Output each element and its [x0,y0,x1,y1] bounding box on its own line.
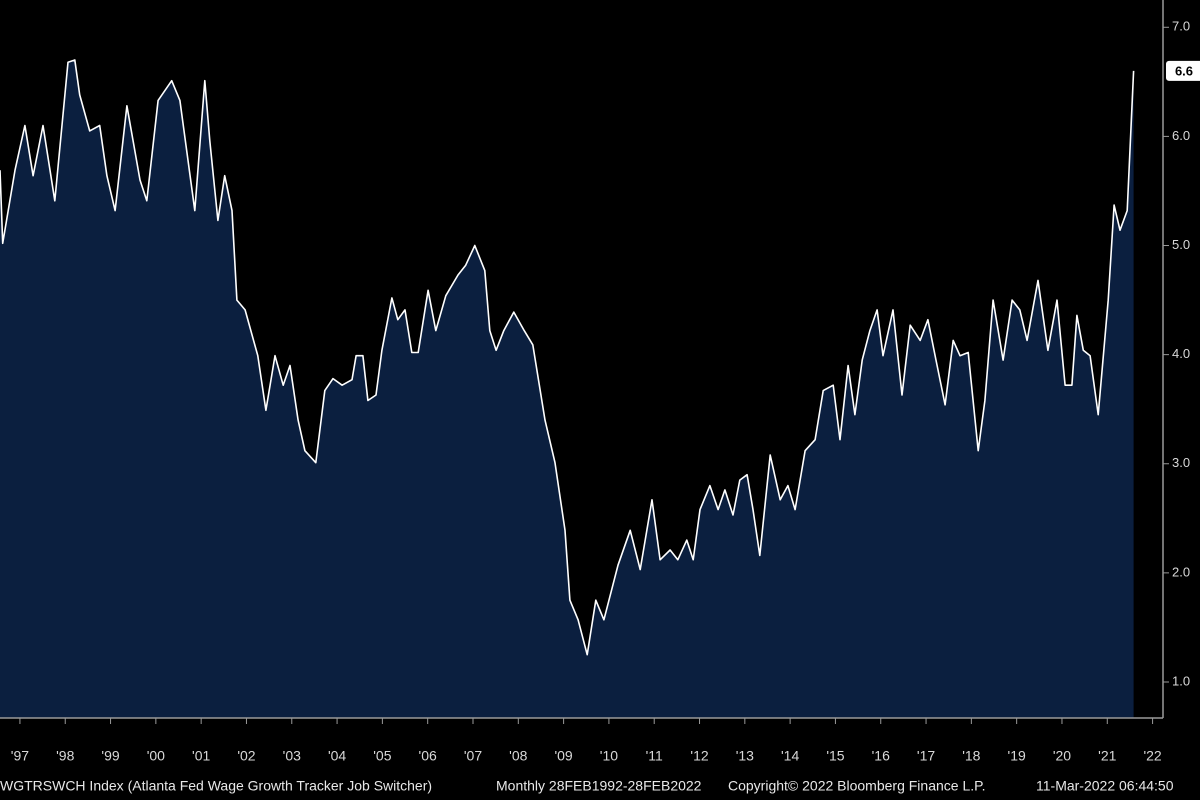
x-tick-label: '01 [192,748,210,764]
x-tick-label: '11 [646,748,663,764]
y-tick-label: 5.0 [1172,237,1190,252]
x-tick-label: '98 [56,748,74,764]
x-tick-label: '12 [690,748,708,764]
x-tick-label: '08 [509,748,527,764]
y-tick-label: 3.0 [1172,455,1190,470]
footnote: Copyright© 2022 Bloomberg Finance L.P. [728,778,986,794]
x-tick-label: '17 [917,748,935,764]
line [0,59,1135,656]
last-value-badge [1166,60,1200,81]
x-tick-label: '15 [826,748,844,764]
last-value-label: 6.6 [1175,63,1193,78]
footnote: 11-Mar-2022 06:44:50 [1036,778,1174,794]
footnote: WGTRSWCH Index (Atlanta Fed Wage Growth … [0,778,432,794]
x-tick-label: '05 [373,748,391,764]
y-tick-label: 6.0 [1172,128,1190,143]
x-tick-label: '21 [1098,748,1116,764]
x-tick-label: '04 [328,748,346,764]
x-tick-label: '07 [464,748,482,764]
x-tick-label: '02 [237,748,255,764]
x-tick-label: '06 [419,748,437,764]
x-tick-label: '13 [736,748,754,764]
x-tick-label: '18 [962,748,980,764]
y-tick-label: 7.0 [1172,19,1190,34]
y-tick-label: 4.0 [1172,346,1190,361]
x-tick-label: '97 [11,748,29,764]
x-tick-label: '14 [781,748,799,764]
x-tick-label: '10 [600,748,618,764]
x-tick-label: '03 [283,748,301,764]
x-tick-label: '20 [1053,748,1071,764]
area [0,60,1134,718]
x-tick-label: '09 [554,748,572,764]
x-tick-label: '22 [1143,748,1161,764]
x-tick-label: '19 [1008,748,1026,764]
x-tick-label: '99 [101,748,119,764]
x-tick-label: '00 [147,748,165,764]
x-tick-label: '16 [872,748,890,764]
footnote: Monthly 28FEB1992-28FEB2022 [496,778,702,794]
y-tick-label: 2.0 [1172,564,1190,579]
y-tick-label: 1.0 [1172,673,1190,688]
